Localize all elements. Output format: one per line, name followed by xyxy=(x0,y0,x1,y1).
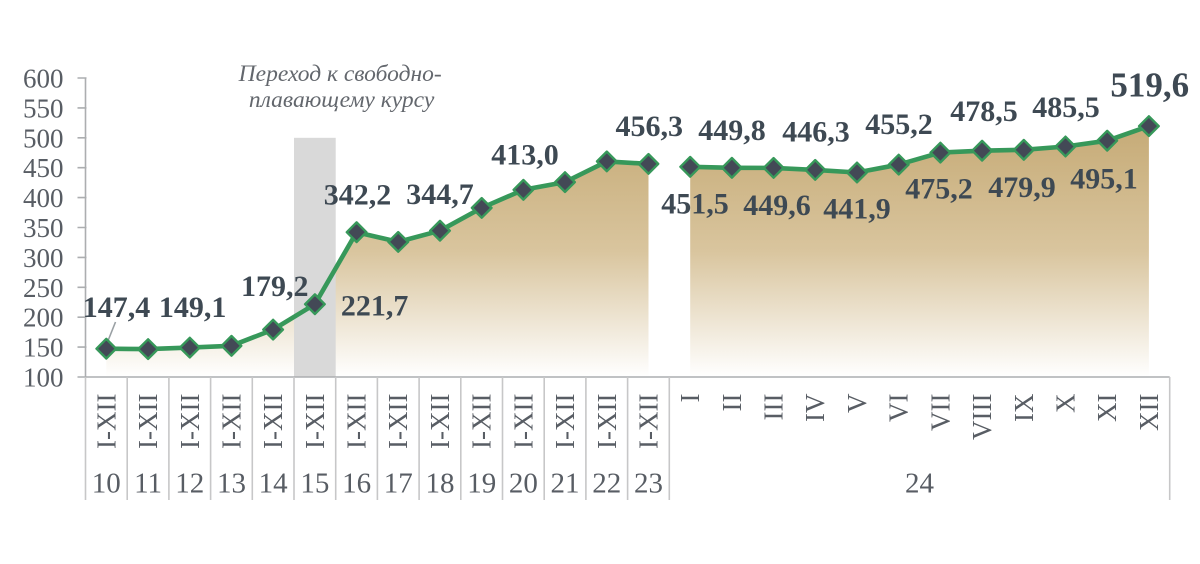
svg-text:413,0: 413,0 xyxy=(491,138,559,171)
svg-text:I-XII: I-XII xyxy=(425,393,455,448)
svg-text:23: 23 xyxy=(634,468,663,500)
svg-text:III: III xyxy=(759,394,789,421)
svg-text:I-XII: I-XII xyxy=(508,393,538,448)
svg-text:12: 12 xyxy=(175,468,204,500)
svg-text:455,2: 455,2 xyxy=(865,108,933,141)
svg-text:150: 150 xyxy=(23,333,64,363)
svg-text:I-XII: I-XII xyxy=(383,393,413,448)
svg-text:X: X xyxy=(1051,393,1081,413)
svg-text:19: 19 xyxy=(467,468,496,500)
svg-text:I-XII: I-XII xyxy=(550,393,580,448)
svg-text:I: I xyxy=(675,394,705,403)
svg-text:IX: IX xyxy=(1009,393,1039,422)
svg-text:449,6: 449,6 xyxy=(743,189,811,222)
svg-text:451,5: 451,5 xyxy=(661,188,729,221)
svg-text:147,4: 147,4 xyxy=(83,291,151,324)
svg-text:400: 400 xyxy=(23,183,64,213)
svg-text:100: 100 xyxy=(23,363,64,393)
svg-text:I-XII: I-XII xyxy=(217,393,247,448)
svg-text:XI: XI xyxy=(1092,394,1122,423)
svg-text:342,2: 342,2 xyxy=(324,178,392,211)
svg-text:XII: XII xyxy=(1134,393,1164,430)
svg-text:I-XII: I-XII xyxy=(258,393,288,448)
svg-text:519,6: 519,6 xyxy=(1110,66,1189,105)
svg-text:15: 15 xyxy=(300,468,329,500)
svg-text:плавающему курсу: плавающему курсу xyxy=(249,87,435,113)
svg-text:221,7: 221,7 xyxy=(341,290,409,323)
svg-text:456,3: 456,3 xyxy=(615,110,683,143)
svg-text:22: 22 xyxy=(592,468,621,500)
svg-text:I-XII: I-XII xyxy=(91,393,121,448)
svg-text:18: 18 xyxy=(426,468,455,500)
svg-text:I-XII: I-XII xyxy=(634,393,664,448)
svg-text:I-XII: I-XII xyxy=(592,393,622,448)
svg-text:21: 21 xyxy=(551,468,580,500)
svg-text:446,3: 446,3 xyxy=(782,116,850,149)
svg-text:I-XII: I-XII xyxy=(300,393,330,448)
svg-text:550: 550 xyxy=(23,93,64,123)
svg-text:Переход к свободно-: Переход к свободно- xyxy=(238,61,442,87)
svg-text:495,1: 495,1 xyxy=(1070,163,1138,196)
svg-text:10: 10 xyxy=(92,468,121,500)
svg-text:16: 16 xyxy=(342,468,371,500)
svg-text:200: 200 xyxy=(23,303,64,333)
svg-text:600: 600 xyxy=(23,64,64,94)
svg-text:VIII: VIII xyxy=(967,394,997,440)
svg-text:179,2: 179,2 xyxy=(241,270,309,303)
svg-text:11: 11 xyxy=(134,468,162,500)
svg-text:20: 20 xyxy=(509,468,538,500)
svg-text:17: 17 xyxy=(384,468,413,500)
svg-text:24: 24 xyxy=(905,468,935,500)
svg-text:441,9: 441,9 xyxy=(823,193,891,226)
svg-text:VII: VII xyxy=(925,393,955,430)
svg-text:IV: IV xyxy=(800,393,830,422)
svg-text:475,2: 475,2 xyxy=(905,173,973,206)
svg-text:350: 350 xyxy=(23,213,64,243)
svg-text:250: 250 xyxy=(23,273,64,303)
svg-text:479,9: 479,9 xyxy=(988,171,1056,204)
svg-text:500: 500 xyxy=(23,123,64,153)
svg-text:VI: VI xyxy=(884,394,914,423)
svg-text:13: 13 xyxy=(217,468,246,500)
svg-text:344,7: 344,7 xyxy=(406,178,474,211)
svg-text:I-XII: I-XII xyxy=(133,393,163,448)
svg-text:14: 14 xyxy=(259,468,289,500)
svg-text:V: V xyxy=(842,393,872,413)
svg-text:485,5: 485,5 xyxy=(1032,91,1100,124)
svg-text:II: II xyxy=(717,393,747,411)
svg-text:I-XII: I-XII xyxy=(342,393,372,448)
svg-text:449,8: 449,8 xyxy=(698,114,766,147)
svg-text:300: 300 xyxy=(23,243,64,273)
svg-text:I-XII: I-XII xyxy=(467,393,497,448)
svg-text:450: 450 xyxy=(23,153,64,183)
svg-text:I-XII: I-XII xyxy=(175,393,205,448)
svg-text:149,1: 149,1 xyxy=(159,291,227,324)
svg-text:478,5: 478,5 xyxy=(950,95,1018,128)
